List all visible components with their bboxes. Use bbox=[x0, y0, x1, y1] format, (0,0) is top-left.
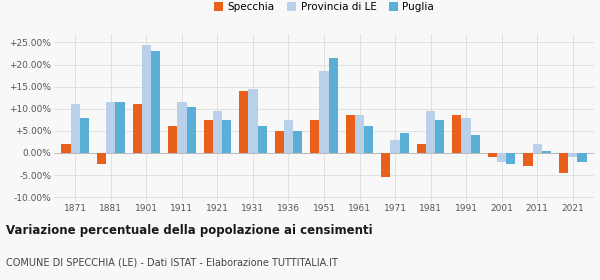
Bar bbox=[71, 104, 80, 153]
Bar bbox=[426, 111, 435, 153]
Bar bbox=[471, 135, 480, 153]
Bar bbox=[142, 45, 151, 153]
Bar bbox=[523, 153, 533, 166]
Bar bbox=[293, 131, 302, 153]
Bar bbox=[417, 144, 426, 153]
Bar bbox=[222, 120, 231, 153]
Bar bbox=[177, 102, 187, 153]
Bar bbox=[542, 151, 551, 153]
Bar bbox=[275, 131, 284, 153]
Bar bbox=[355, 115, 364, 153]
Bar bbox=[239, 91, 248, 153]
Bar bbox=[133, 104, 142, 153]
Bar bbox=[115, 102, 125, 153]
Bar bbox=[284, 120, 293, 153]
Bar bbox=[213, 111, 222, 153]
Bar bbox=[61, 144, 71, 153]
Bar bbox=[435, 120, 445, 153]
Bar bbox=[391, 140, 400, 153]
Bar bbox=[364, 127, 373, 153]
Bar bbox=[248, 89, 257, 153]
Bar bbox=[168, 127, 177, 153]
Bar bbox=[151, 51, 160, 153]
Bar bbox=[106, 102, 115, 153]
Bar bbox=[346, 115, 355, 153]
Bar bbox=[257, 127, 267, 153]
Text: COMUNE DI SPECCHIA (LE) - Dati ISTAT - Elaborazione TUTTITALIA.IT: COMUNE DI SPECCHIA (LE) - Dati ISTAT - E… bbox=[6, 258, 338, 268]
Bar bbox=[329, 58, 338, 153]
Bar bbox=[319, 71, 329, 153]
Bar bbox=[187, 107, 196, 153]
Bar bbox=[506, 153, 515, 164]
Bar bbox=[97, 153, 106, 164]
Legend: Specchia, Provincia di LE, Puglia: Specchia, Provincia di LE, Puglia bbox=[214, 2, 434, 12]
Bar bbox=[452, 115, 461, 153]
Bar bbox=[488, 153, 497, 157]
Bar bbox=[577, 153, 587, 162]
Bar bbox=[400, 133, 409, 153]
Bar bbox=[310, 120, 319, 153]
Bar bbox=[461, 118, 471, 153]
Bar bbox=[203, 120, 213, 153]
Bar bbox=[533, 144, 542, 153]
Bar bbox=[497, 153, 506, 162]
Text: Variazione percentuale della popolazione ai censimenti: Variazione percentuale della popolazione… bbox=[6, 224, 373, 237]
Bar bbox=[381, 153, 391, 177]
Bar bbox=[559, 153, 568, 173]
Bar bbox=[568, 153, 577, 157]
Bar bbox=[80, 118, 89, 153]
